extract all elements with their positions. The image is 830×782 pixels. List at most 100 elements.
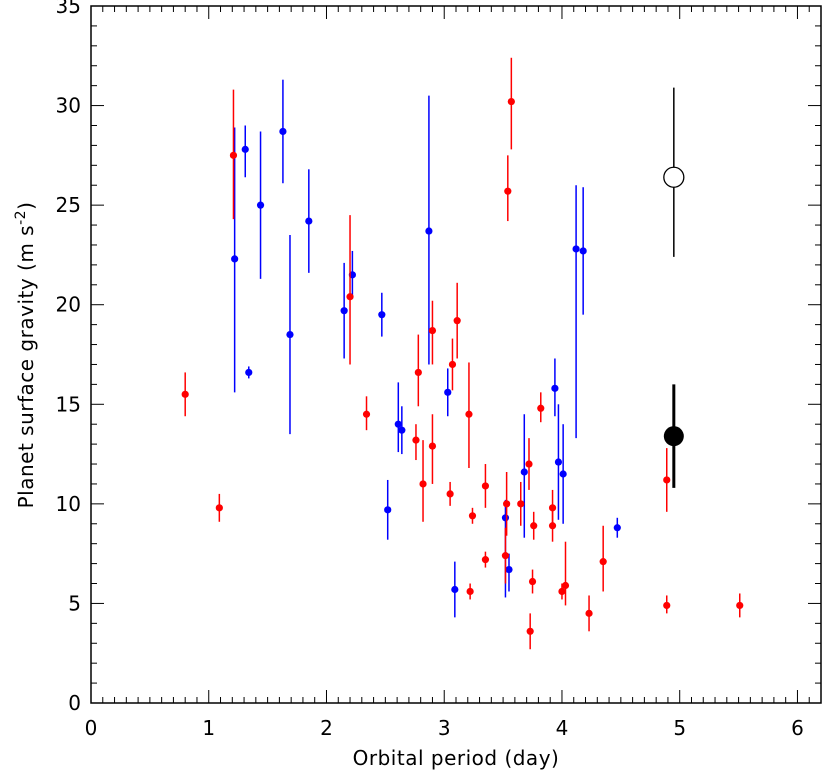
plot-frame: [90, 5, 822, 704]
red-data-point: [530, 511, 538, 540]
marker: [528, 577, 537, 586]
blue-data-point: [579, 187, 587, 315]
red-data-point: [663, 595, 671, 614]
marker: [231, 255, 239, 263]
blue-data-point: [340, 262, 348, 359]
red-data-point: [448, 338, 457, 391]
red-data-point: [428, 414, 437, 484]
axis-ticks: [90, 5, 822, 704]
marker: [241, 145, 249, 153]
y-tick-label: 5: [68, 591, 81, 615]
red-data-point: [507, 57, 515, 150]
y-tick-label: 15: [56, 392, 81, 416]
marker: [572, 245, 580, 253]
marker: [305, 217, 313, 225]
red-data-point: [181, 372, 189, 417]
open-marker: [663, 166, 685, 188]
marker: [256, 201, 265, 209]
marker: [468, 512, 477, 520]
marker: [559, 470, 567, 478]
red-data-point: [561, 541, 570, 606]
y-axis-label-close: ): [14, 202, 38, 210]
marker: [558, 587, 566, 596]
marker: [428, 442, 437, 450]
marker: [501, 552, 510, 560]
red-data-point: [465, 362, 473, 469]
red-data-point: [453, 282, 461, 359]
marker: [554, 458, 563, 466]
red-data-point: [504, 155, 512, 222]
blue-data-point: [256, 131, 265, 279]
y-tick-label: 20: [56, 293, 81, 317]
red-data-point: [466, 583, 474, 600]
blue-data-point: [394, 382, 402, 453]
marker: [520, 468, 528, 476]
x-tick-label: 3: [438, 716, 451, 740]
marker: [561, 581, 570, 590]
marker: [507, 97, 515, 106]
marker: [551, 384, 559, 392]
red-data-point: [537, 392, 545, 423]
marker: [384, 506, 392, 514]
red-data-point: [528, 569, 537, 594]
marker: [245, 368, 253, 377]
marker: [579, 247, 587, 255]
marker: [548, 522, 557, 530]
black-data-point: [663, 87, 685, 257]
marker: [346, 293, 354, 301]
red-data-point: [215, 493, 223, 522]
marker: [525, 460, 533, 468]
red-data-point: [229, 89, 238, 220]
marker: [504, 187, 512, 195]
y-axis-label-main: Planet surface gravity (m s: [14, 225, 38, 509]
marker: [481, 482, 490, 490]
marker: [526, 627, 534, 635]
marker: [537, 404, 545, 412]
y-tick-label: 0: [68, 691, 81, 715]
blue-data-point: [279, 79, 287, 184]
x-tick-label: 5: [673, 716, 686, 740]
black-data-point: [663, 384, 684, 488]
marker: [585, 609, 593, 617]
blue-data-point: [572, 185, 580, 439]
x-tick-label: 1: [202, 716, 215, 740]
blue-data-point: [378, 292, 386, 337]
marker: [663, 601, 671, 610]
marker: [548, 504, 557, 512]
marker: [505, 565, 513, 574]
marker: [517, 500, 525, 508]
marker: [340, 307, 348, 315]
marker: [736, 601, 744, 610]
x-tick-label: 0: [85, 716, 98, 740]
y-tick-label: 25: [56, 193, 81, 217]
marker: [394, 420, 402, 428]
red-data-point: [663, 448, 671, 512]
marker: [419, 480, 427, 488]
marker: [530, 522, 538, 530]
marker: [663, 476, 671, 484]
blue-data-point: [551, 358, 559, 417]
red-data-point: [412, 424, 420, 461]
x-axis-label: Orbital period (day): [353, 746, 560, 770]
red-data-point: [599, 525, 607, 592]
marker: [412, 436, 420, 444]
blue-data-point: [613, 517, 621, 538]
marker: [481, 556, 490, 564]
blue-data-point: [241, 125, 249, 178]
marker: [466, 587, 474, 596]
blue-data-point: [505, 553, 513, 592]
marker: [428, 327, 437, 335]
blue-data-point: [444, 368, 452, 417]
blue-data-point: [554, 404, 563, 520]
red-data-point: [517, 481, 525, 526]
red-data-point: [526, 613, 534, 650]
red-data-point: [736, 593, 744, 618]
red-data-point: [414, 334, 422, 407]
marker: [465, 410, 473, 418]
y-tick-label: 10: [56, 492, 81, 516]
y-axis-label: Planet surface gravity (m s-2): [13, 202, 38, 509]
blue-data-point: [245, 366, 253, 379]
y-axis-label-exponent: -2: [13, 210, 29, 225]
marker: [215, 504, 223, 512]
marker: [362, 410, 371, 418]
